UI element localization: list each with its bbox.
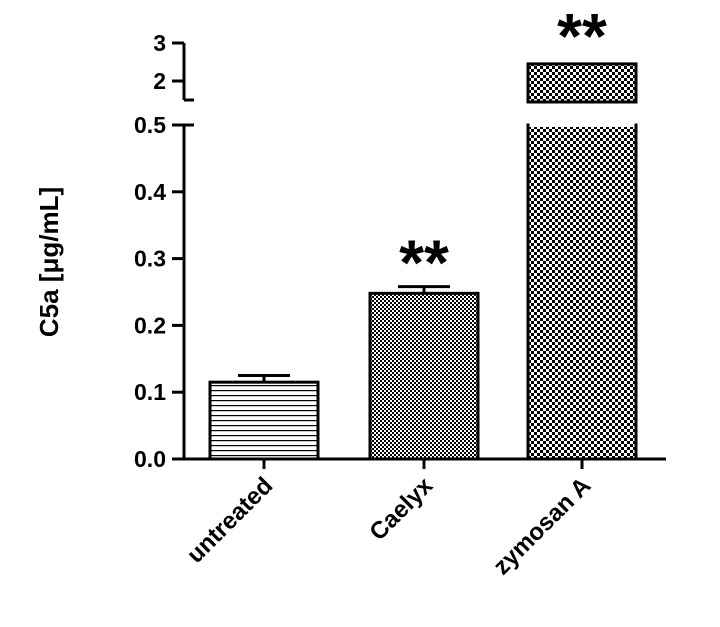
significance-label: ** (399, 227, 449, 299)
bar-upper-part (526, 62, 638, 104)
category-labels: untreated Caelyx zymosan A (182, 472, 596, 581)
significance-label: ** (557, 0, 607, 72)
y-tick-label: 0.1 (134, 379, 166, 405)
y-tick-label: 2 (153, 68, 166, 94)
y-tick-label: 3 (153, 30, 166, 56)
category-label: Caelyx (364, 472, 438, 546)
category-label: untreated (182, 472, 278, 568)
y-axis-title: C5a [μg/mL] (34, 187, 64, 337)
bars: ** ** (208, 0, 638, 461)
bar-break-gap (529, 121, 635, 127)
bar-lower-part (526, 123, 638, 461)
y-axis-ticks: 0.0 0.1 0.2 0.3 0.4 0.5 2 3 (134, 30, 184, 472)
y-tick-label: 0.2 (134, 312, 166, 338)
y-tick-label: 0.3 (134, 246, 166, 272)
category-label: zymosan A (488, 472, 596, 580)
bar (208, 380, 320, 461)
y-tick-label: 0.0 (134, 446, 166, 472)
y-tick-label: 0.5 (134, 112, 166, 138)
axes (182, 43, 666, 469)
y-tick-label: 0.4 (134, 179, 166, 205)
bar (368, 291, 480, 461)
